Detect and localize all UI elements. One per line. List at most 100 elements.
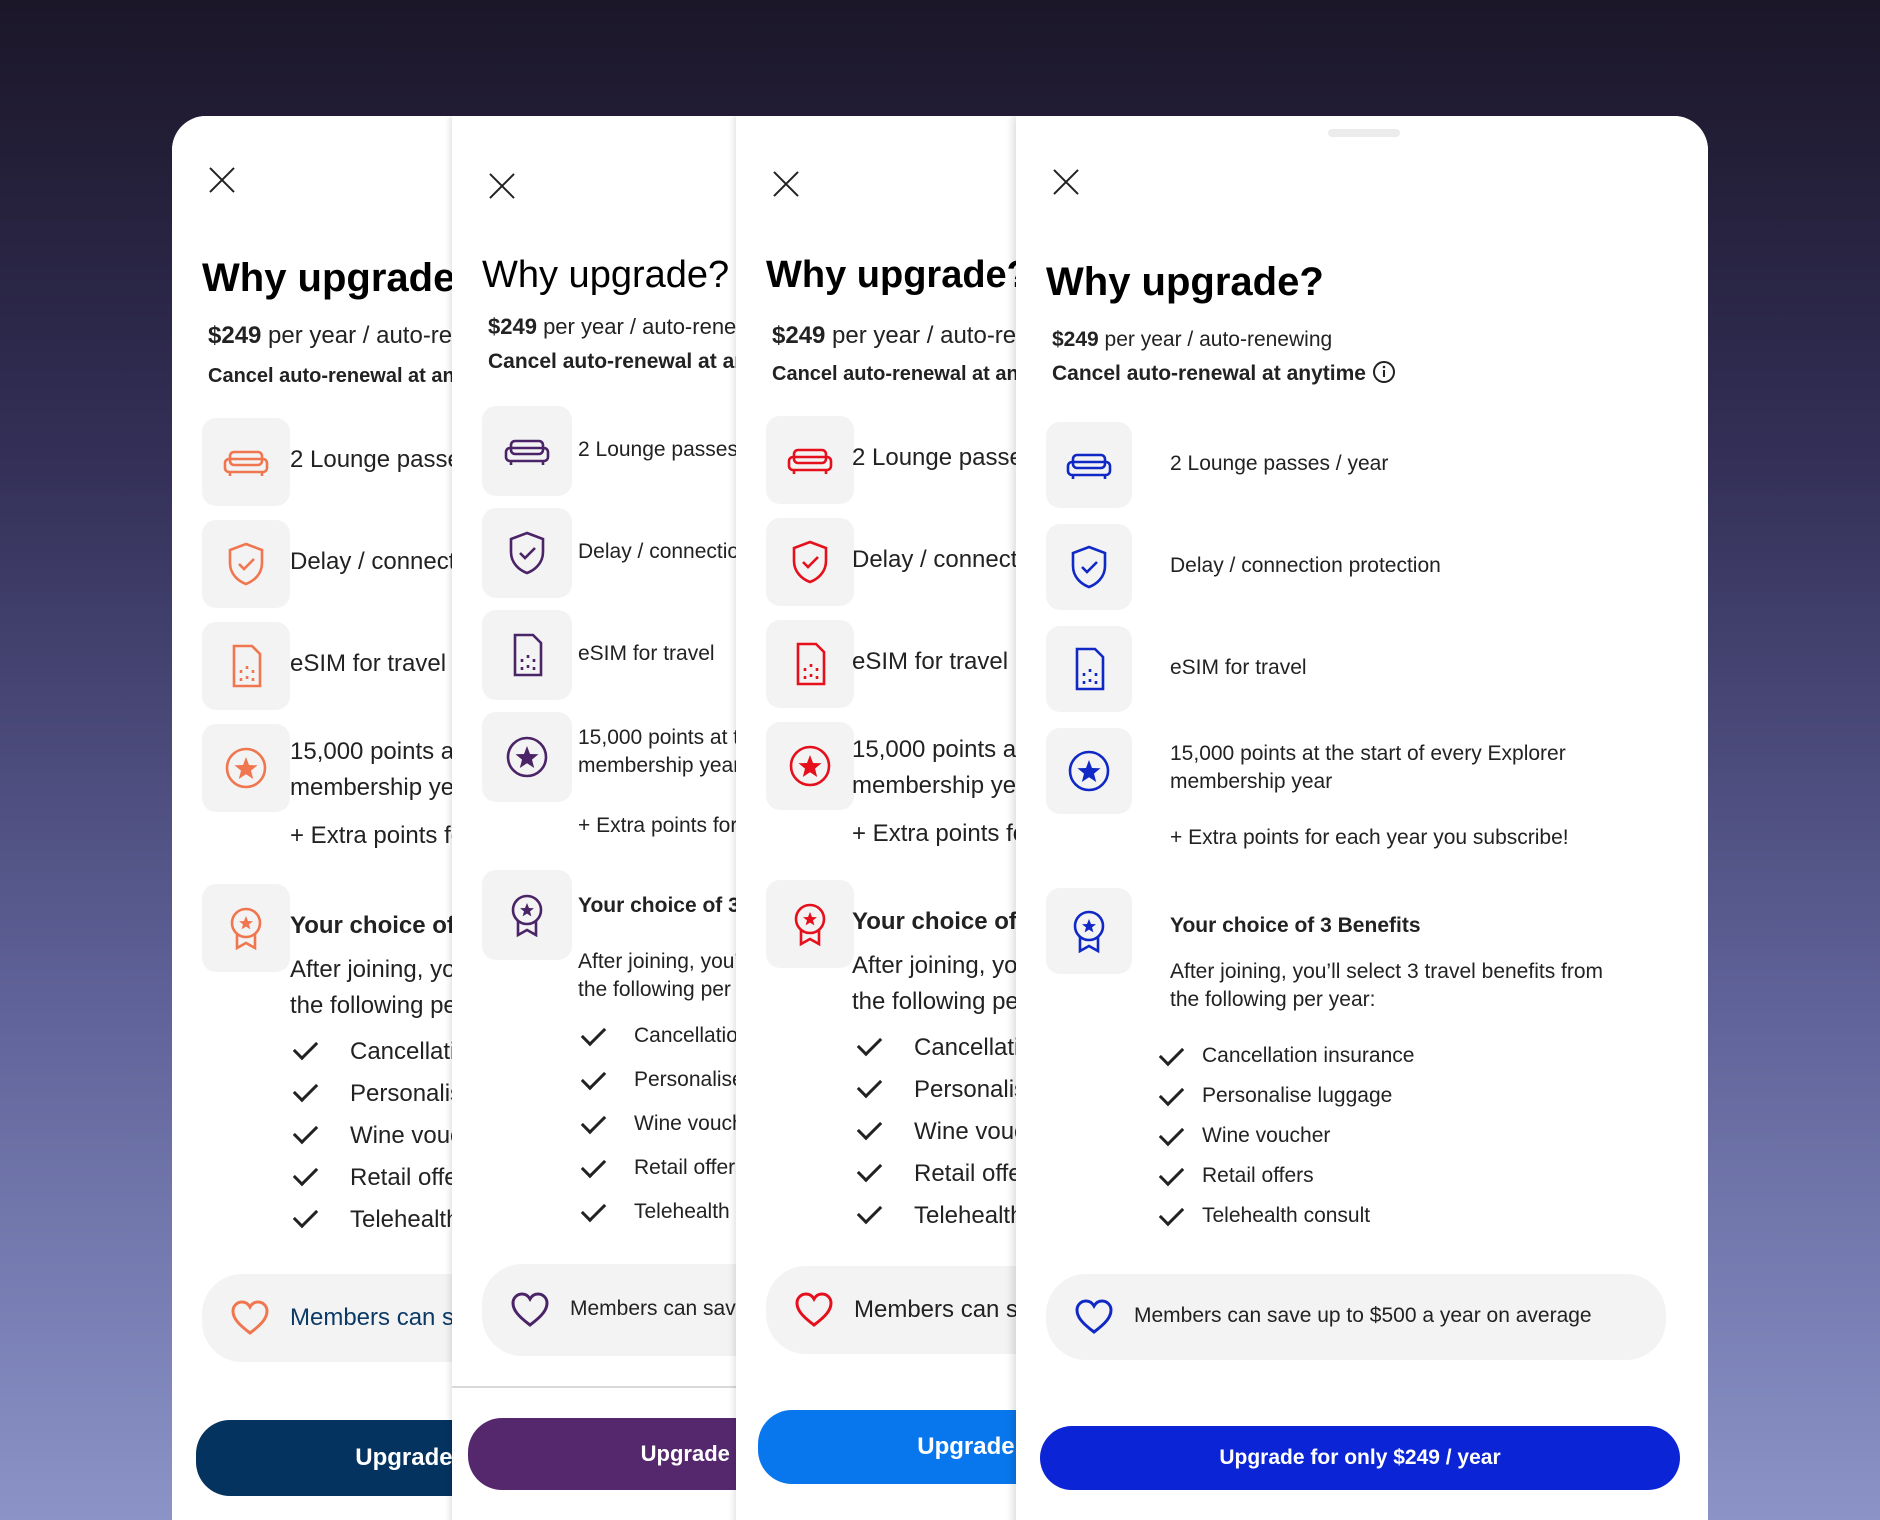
shield-check-tile [766, 518, 854, 606]
info-icon[interactable] [1372, 360, 1396, 390]
benefits-tile [1046, 888, 1132, 974]
benefit-item: Telehealth consult [634, 1200, 740, 1223]
benefits-heading: Your choice of 3 Benefits [1170, 914, 1421, 937]
upgrade-button[interactable]: Upgrade for only $249 / year [468, 1418, 740, 1490]
star-circle-icon [501, 731, 553, 783]
upgrade-panel-blue: Why upgrade? $249 per year / auto-renewin… [1016, 116, 1708, 1520]
check-icon [578, 1152, 610, 1184]
sofa-icon [1063, 439, 1115, 491]
check-icon [854, 1156, 886, 1188]
close-icon[interactable] [1052, 168, 1080, 196]
benefits-intro-line2: the following per year: [578, 978, 740, 1001]
benefit-item: Retail offers [914, 1160, 1026, 1187]
benefits-intro-line2: the following per year: [852, 988, 1026, 1015]
check-icon [854, 1072, 886, 1104]
heart-icon [1072, 1295, 1116, 1339]
benefits-heading: Your choice of 3 Benefits [290, 912, 454, 939]
check-icon [1156, 1200, 1188, 1232]
upgrade-button[interactable]: Upgrade for only $249 / year [758, 1410, 1026, 1484]
cancel-text: Cancel auto-renewal at anytime [772, 363, 1026, 385]
shield-check-icon [220, 538, 272, 590]
close-icon[interactable] [208, 166, 236, 194]
benefits-tile [482, 870, 572, 960]
cancel-line: Cancel auto-renewal at anytime [772, 360, 1026, 390]
benefit-item: Personalise luggage [1202, 1084, 1393, 1107]
price-line: $249 per year / auto-renewing [1052, 328, 1332, 352]
benefits-tile [766, 880, 854, 968]
upgrade-panel-navy: Why upgrade? $249 per year / auto-renewin… [172, 116, 454, 1520]
price-text: per year / auto-renewing [268, 322, 454, 349]
shield-check-icon [501, 527, 553, 579]
cancel-line: Cancel auto-renewal at anytime [208, 362, 454, 392]
check-icon [290, 1118, 322, 1150]
benefit-item: Personalise luggage [914, 1076, 1026, 1103]
price-text: per year / auto-renewing [543, 314, 740, 339]
check-icon [1156, 1040, 1188, 1072]
feature-label-line2: membership year [852, 772, 1026, 799]
savings-banner: Members can save up to $500 a year on av… [482, 1264, 740, 1356]
heart-icon [792, 1288, 836, 1332]
award-ribbon-icon [220, 902, 272, 954]
benefit-item: Telehealth consult [350, 1206, 454, 1233]
benefits-intro-line1: After joining, you’ll select 3 travel be… [852, 952, 1026, 979]
sim-card-icon [784, 638, 836, 690]
savings-banner: Members can save up to $500 a year on av… [202, 1274, 454, 1362]
benefits-intro-line1: After joining, you’ll select 3 travel be… [290, 956, 454, 983]
heart-icon [228, 1296, 272, 1340]
benefits-heading: Your choice of 3 Benefits [578, 894, 740, 917]
star-circle-tile [766, 722, 854, 810]
star-circle-tile [1046, 728, 1132, 814]
cancel-text: Cancel auto-renewal at anytime [208, 365, 454, 387]
feature-label: 2 Lounge passes / year [852, 444, 1026, 471]
price-amount: $249 [1052, 328, 1099, 351]
sim-card-icon [1063, 643, 1115, 695]
benefit-item: Wine voucher [350, 1122, 454, 1149]
benefit-item: Cancellation insurance [1202, 1044, 1415, 1067]
sofa-tile [482, 406, 572, 496]
star-circle-icon [220, 742, 272, 794]
sheet-grab-handle[interactable] [1328, 129, 1400, 137]
sim-card-icon [220, 640, 272, 692]
extra-points: + Extra points for each year you subscri… [578, 814, 740, 837]
sofa-icon [784, 434, 836, 486]
feature-label-line2: membership year [578, 754, 740, 777]
feature-label: 2 Lounge passes / year [290, 446, 454, 473]
price-amount: $249 [772, 322, 826, 349]
sofa-icon [220, 436, 272, 488]
benefit-item: Retail offers [350, 1164, 454, 1191]
price-line: $249 per year / auto-renewing [488, 314, 740, 340]
sofa-tile [766, 416, 854, 504]
benefits-intro-line1: After joining, you’ll select 3 travel be… [578, 950, 740, 973]
check-icon [854, 1198, 886, 1230]
benefits-intro-line1: After joining, you’ll select 3 travel be… [1170, 960, 1604, 983]
savings-text: Members can save up to $500 a year on av… [854, 1296, 1026, 1323]
check-icon [578, 1108, 610, 1140]
feature-label-line1: 15,000 points at the start of every Expl… [290, 738, 454, 765]
upgrade-button[interactable]: Upgrade for only $249 / year [196, 1420, 454, 1496]
close-icon[interactable] [488, 172, 516, 200]
sim-card-icon [501, 629, 553, 681]
price-amount: $249 [488, 314, 537, 339]
savings-text: Members can save up to $500 a year on av… [290, 1304, 454, 1331]
upgrade-button[interactable]: Upgrade for only $249 / year [1040, 1426, 1680, 1490]
benefit-item: Telehealth consult [1202, 1204, 1371, 1227]
price-text: per year / auto-renewing [1098, 328, 1333, 351]
benefit-item: Personalise luggage [350, 1080, 454, 1107]
shield-check-tile [202, 520, 290, 608]
cancel-line: Cancel auto-renewal at anytime [488, 348, 740, 378]
price-line: $249 per year / auto-renewing [208, 322, 454, 350]
savings-banner: Members can save up to $500 a year on av… [1046, 1274, 1666, 1360]
benefits-intro-line2: the following per year: [1170, 988, 1376, 1011]
divider [452, 1386, 740, 1388]
benefits-intro-line2: the following per year: [290, 992, 454, 1019]
sim-card-tile [202, 622, 290, 710]
benefit-item: Telehealth consult [914, 1202, 1026, 1229]
sim-card-tile [1046, 626, 1132, 712]
check-icon [1156, 1160, 1188, 1192]
benefit-item: Wine voucher [1202, 1124, 1331, 1147]
feature-label: Delay / connection protection [1170, 554, 1441, 577]
close-icon[interactable] [772, 170, 800, 198]
feature-label: eSIM for travel [290, 650, 447, 677]
benefit-item: Personalise luggage [634, 1068, 740, 1091]
heart-icon [508, 1288, 552, 1332]
